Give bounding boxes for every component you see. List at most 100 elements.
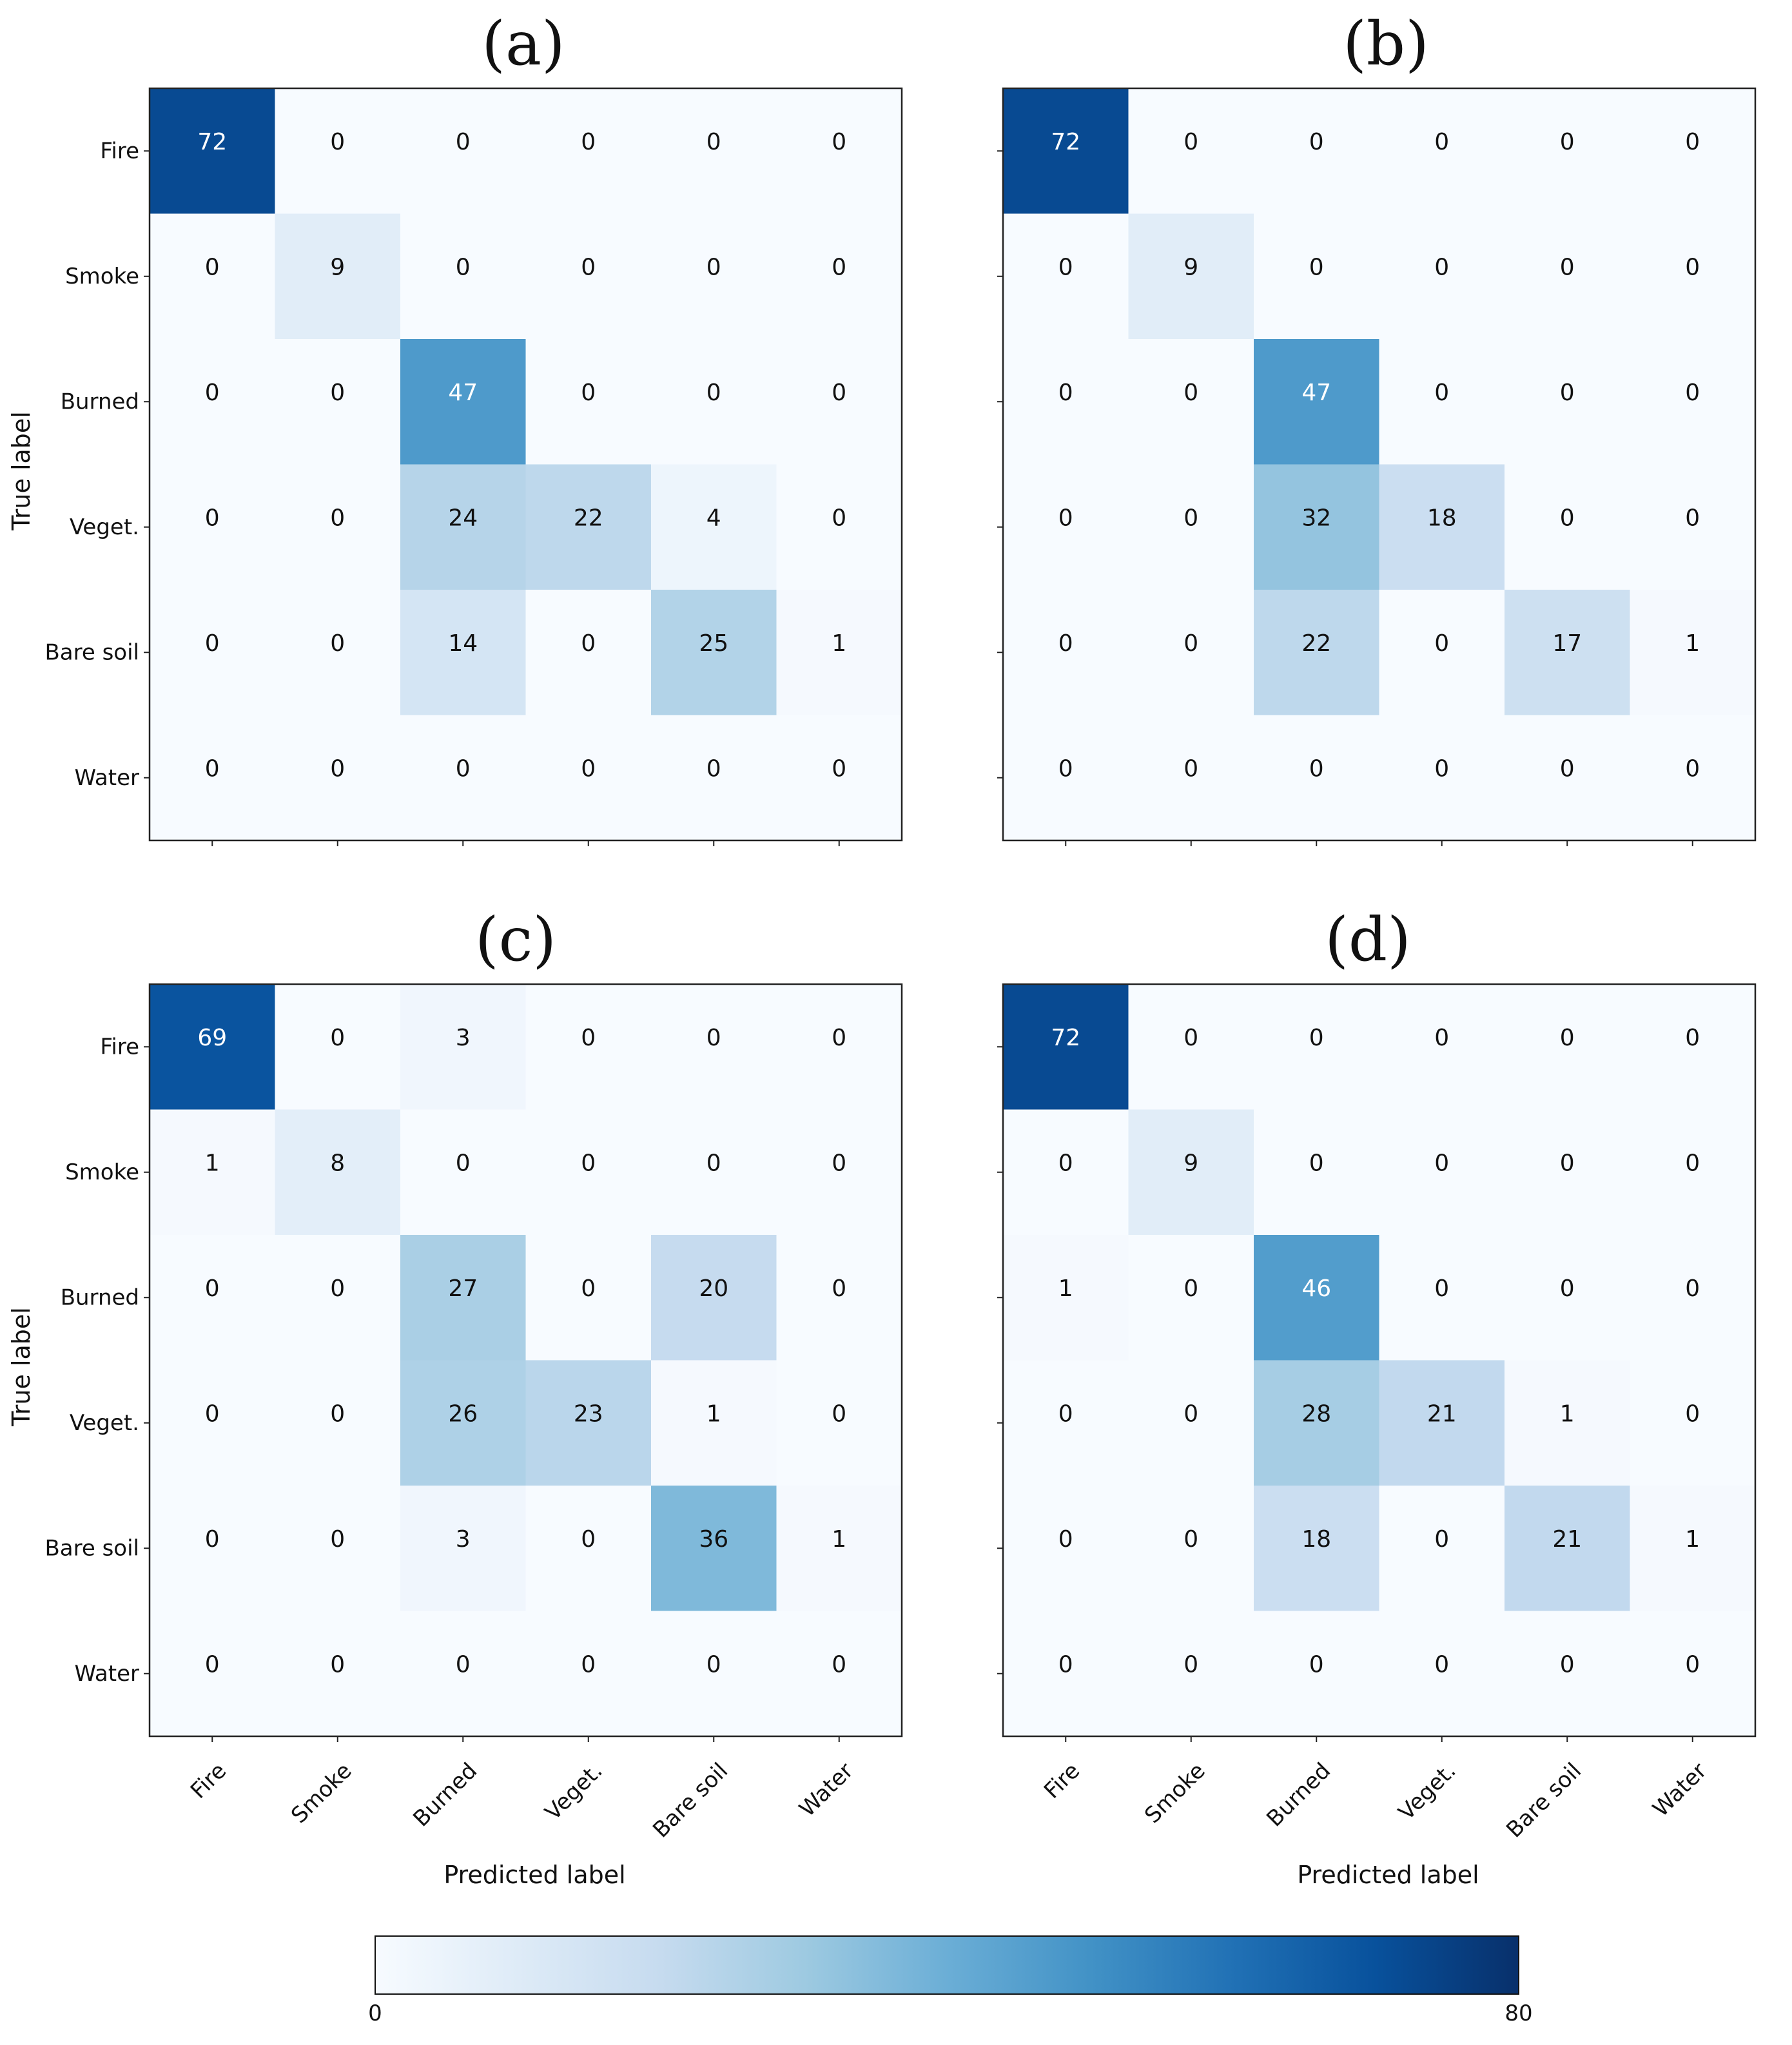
y-axis-label: True label (7, 411, 35, 531)
heatmap-cell (400, 464, 527, 590)
heatmap-cell (275, 1109, 401, 1236)
cell-value-label: 0 (1183, 129, 1198, 155)
heatmap-cell (400, 1109, 527, 1236)
cell-value-label: 32 (1301, 505, 1331, 531)
panel-title: (b) (1343, 9, 1429, 79)
cell-value-label: 0 (330, 1025, 345, 1051)
cell-value-label: 0 (1560, 1150, 1575, 1176)
heatmap-cell (1505, 464, 1631, 590)
heatmap-cell (1505, 1109, 1631, 1236)
heatmap-cell (1379, 715, 1505, 841)
heatmap-cell (1254, 88, 1380, 215)
cell-value-label: 1 (832, 630, 846, 657)
heatmap-cell (651, 1486, 777, 1612)
heatmap-cell (1254, 464, 1380, 590)
cell-value-label: 1 (706, 1400, 721, 1427)
heatmap-cell (150, 590, 276, 716)
heatmap-cell (525, 1486, 652, 1612)
cell-value-label: 0 (581, 129, 596, 155)
heatmap-cell (776, 1486, 902, 1612)
cell-value-label: 0 (1183, 380, 1198, 406)
heatmap-cell (525, 1360, 652, 1486)
colorbar-max-label: 80 (1505, 2001, 1532, 2026)
heatmap-cell (1254, 715, 1380, 841)
heatmap-cell (525, 1109, 652, 1236)
heatmap-cell (525, 984, 652, 1110)
cell-value-label: 0 (1685, 254, 1700, 280)
cell-value-label: 0 (1058, 505, 1073, 531)
y-tick-label: Smoke (65, 264, 139, 289)
cell-value-label: 3 (456, 1526, 471, 1553)
cell-value-label: 25 (699, 630, 728, 657)
heatmap-cell (1003, 1109, 1129, 1236)
heatmap-cell (525, 213, 652, 340)
cell-value-label: 72 (197, 129, 227, 155)
heatmap-cell (776, 715, 902, 841)
heatmap-cell (525, 1611, 652, 1737)
heatmap-cell (776, 1611, 902, 1737)
x-tick-label: Smoke (286, 1758, 357, 1829)
heatmap-cell (275, 1611, 401, 1737)
cell-value-label: 23 (574, 1400, 603, 1427)
cell-value-label: 1 (205, 1150, 220, 1176)
cell-value-label: 0 (1685, 1025, 1700, 1051)
cell-value-label: 72 (1051, 129, 1080, 155)
heatmap-cell (1505, 590, 1631, 716)
cell-value-label: 14 (448, 630, 478, 657)
heatmap-cell (1003, 1360, 1129, 1486)
cell-value-label: 9 (1183, 254, 1198, 280)
cell-value-label: 0 (832, 1651, 846, 1678)
cell-value-label: 0 (1183, 1651, 1198, 1678)
heatmap-cell (1128, 1486, 1254, 1612)
cell-value-label: 0 (1183, 505, 1198, 531)
heatmap-cell (275, 590, 401, 716)
y-tick-label: Veget. (70, 514, 139, 540)
heatmap-cell (525, 715, 652, 841)
panel-title: (a) (482, 9, 565, 79)
cell-value-label: 0 (1058, 1651, 1073, 1678)
heatmap-cell (400, 715, 527, 841)
x-tick-label: Fire (1039, 1758, 1085, 1804)
heatmap-cell (1003, 464, 1129, 590)
cell-value-label: 0 (1058, 254, 1073, 280)
cell-value-label: 18 (1427, 505, 1457, 531)
heatmap-cell (525, 1235, 652, 1361)
y-tick-label: Water (74, 765, 139, 791)
cell-value-label: 0 (456, 129, 471, 155)
cell-value-label: 0 (832, 129, 846, 155)
heatmap-cell (400, 1611, 527, 1737)
cell-value-label: 0 (205, 254, 220, 280)
cell-value-label: 0 (1685, 380, 1700, 406)
heatmap-cell (400, 1235, 527, 1361)
heatmap-cell (400, 1486, 527, 1612)
cell-value-label: 0 (205, 755, 220, 782)
cell-value-label: 0 (581, 1526, 596, 1553)
cell-value-label: 0 (832, 1025, 846, 1051)
cell-value-label: 20 (699, 1275, 728, 1302)
cell-value-label: 0 (581, 630, 596, 657)
cell-value-label: 0 (456, 1651, 471, 1678)
cell-value-label: 0 (1685, 1400, 1700, 1427)
heatmap-cell (1254, 339, 1380, 465)
cell-value-label: 0 (1560, 505, 1575, 531)
heatmap-cell (150, 715, 276, 841)
heatmap-cell (275, 464, 401, 590)
cell-value-label: 0 (706, 1150, 721, 1176)
cell-value-label: 0 (330, 1526, 345, 1553)
heatmap-cell (1505, 1486, 1631, 1612)
confusion-matrix-d: (d) 72 0 0 0 0 0 0 9 0 0 0 0 1 0 46 0 0 0 0 0 28 21 1 0 0 0 18 0 21 1 0… (997, 905, 1757, 1889)
heatmap-cell (651, 88, 777, 215)
cell-value-label: 0 (1560, 380, 1575, 406)
heatmap-cell (400, 1360, 527, 1486)
cell-value-label: 24 (448, 505, 478, 531)
x-tick-label: Veget. (1394, 1758, 1461, 1826)
heatmap-cell (1505, 1611, 1631, 1737)
cell-value-label: 0 (456, 755, 471, 782)
cell-value-label: 27 (448, 1275, 478, 1302)
cell-value-label: 0 (1434, 254, 1449, 280)
heatmap-cell (776, 1360, 902, 1486)
heatmap-cell (1254, 1486, 1380, 1612)
heatmap-cell (400, 88, 527, 215)
heatmap-cell (150, 1611, 276, 1737)
panel-title: (c) (475, 905, 556, 975)
